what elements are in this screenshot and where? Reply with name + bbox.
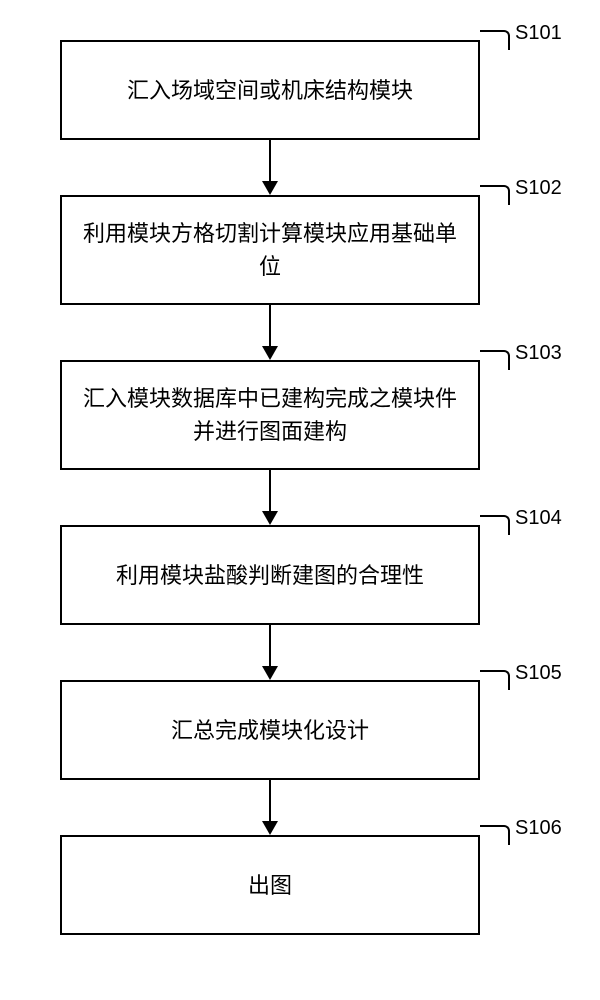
label-connector [480, 185, 510, 205]
step-label: S105 [515, 662, 562, 685]
flowchart-node: 利用模块方格切割计算模块应用基础单位 [60, 195, 480, 305]
edge-line [269, 625, 271, 666]
step-label: S103 [515, 342, 562, 365]
flowchart-node: 汇入模块数据库中已建构完成之模块件并进行图面建构 [60, 360, 480, 470]
node-text: 汇总完成模块化设计 [171, 714, 369, 747]
step-label: S102 [515, 177, 562, 200]
flowchart-node: 出图 [60, 835, 480, 935]
node-text: 利用模块方格切割计算模块应用基础单位 [82, 217, 458, 283]
node-text: 利用模块盐酸判断建图的合理性 [116, 559, 424, 592]
flowchart-container: 汇入场域空间或机床结构模块 S101 利用模块方格切割计算模块应用基础单位 S1… [0, 0, 600, 1000]
edge-arrowhead [262, 181, 278, 195]
label-connector [480, 30, 510, 50]
node-text: 出图 [248, 869, 292, 902]
step-label: S101 [515, 22, 562, 45]
label-connector [480, 670, 510, 690]
step-label: S104 [515, 507, 562, 530]
edge-line [269, 305, 271, 346]
flowchart-node: 汇总完成模块化设计 [60, 680, 480, 780]
label-connector [480, 515, 510, 535]
edge-line [269, 140, 271, 181]
edge-line [269, 780, 271, 821]
step-label: S106 [515, 817, 562, 840]
edge-arrowhead [262, 511, 278, 525]
edge-arrowhead [262, 821, 278, 835]
node-text: 汇入模块数据库中已建构完成之模块件并进行图面建构 [82, 382, 458, 448]
flowchart-node: 利用模块盐酸判断建图的合理性 [60, 525, 480, 625]
label-connector [480, 825, 510, 845]
node-text: 汇入场域空间或机床结构模块 [127, 74, 413, 107]
flowchart-node: 汇入场域空间或机床结构模块 [60, 40, 480, 140]
edge-arrowhead [262, 666, 278, 680]
edge-line [269, 470, 271, 511]
edge-arrowhead [262, 346, 278, 360]
label-connector [480, 350, 510, 370]
